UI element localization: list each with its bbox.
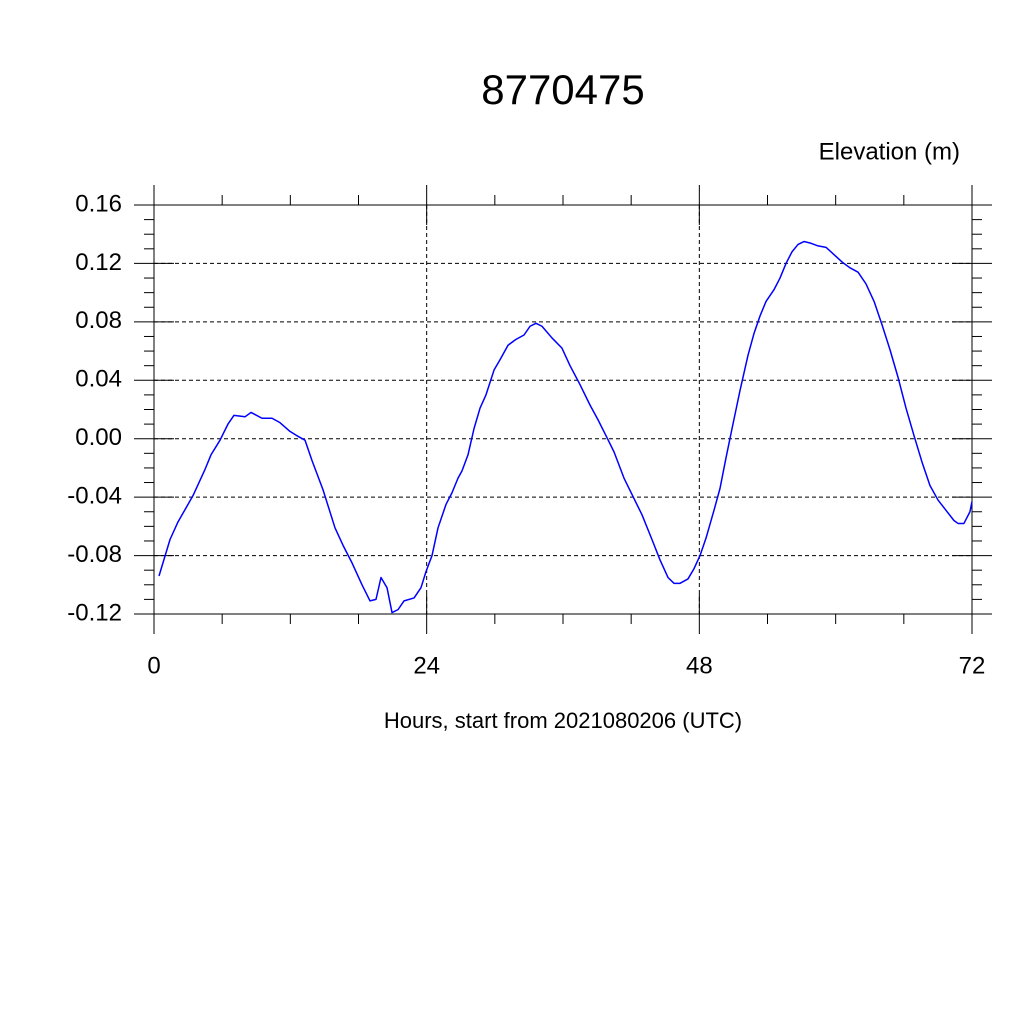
y-tick-label: -0.08	[67, 541, 122, 568]
y-tick-label: 0.12	[75, 249, 122, 276]
y-tick-label: 0.04	[75, 366, 122, 393]
x-tick-label: 24	[413, 652, 440, 679]
chart-title: 8770475	[481, 66, 645, 113]
x-tick-label: 0	[147, 652, 160, 679]
x-axis-label: Hours, start from 2021080206 (UTC)	[384, 708, 742, 733]
y-axis-label: Elevation (m)	[819, 138, 960, 165]
y-tick-label: 0.00	[75, 424, 122, 451]
data-line	[158, 240, 973, 614]
y-tick-label: -0.04	[67, 482, 122, 509]
x-tick-label: 48	[686, 652, 713, 679]
y-tick-label: 0.08	[75, 307, 122, 334]
x-tick-label: 72	[959, 652, 986, 679]
y-tick-label: -0.12	[67, 599, 122, 626]
y-tick-label: 0.16	[75, 190, 122, 217]
plot-frame	[153, 204, 973, 615]
